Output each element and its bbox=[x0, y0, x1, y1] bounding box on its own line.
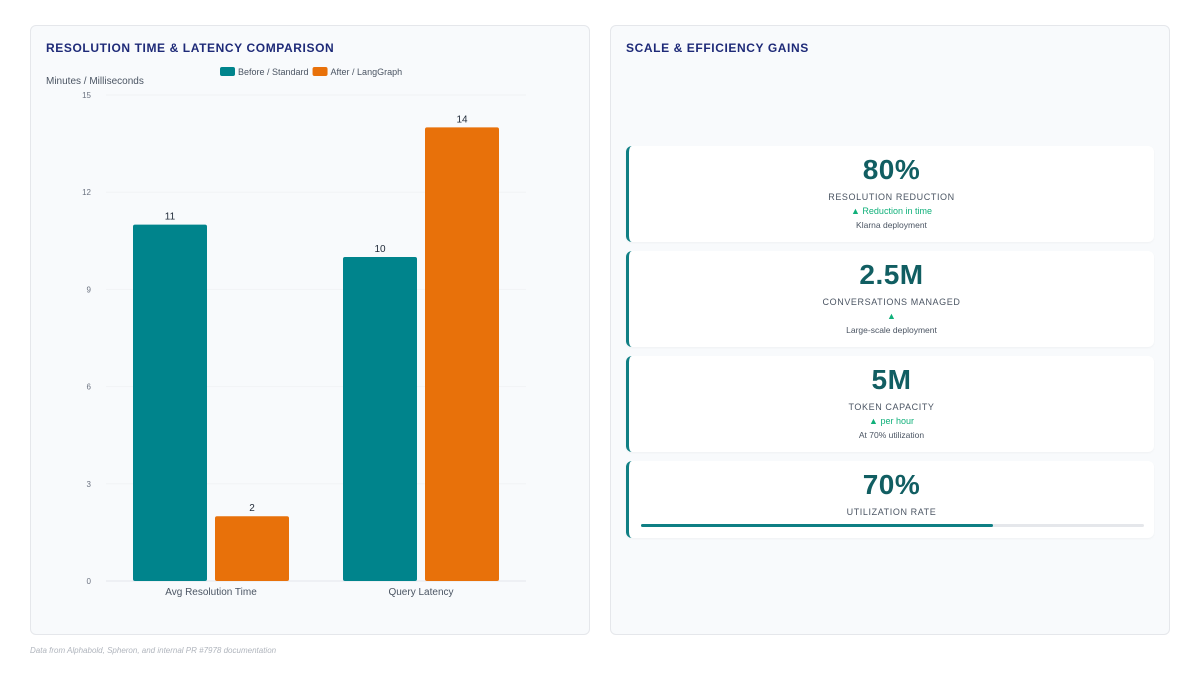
legend-swatch bbox=[312, 67, 328, 76]
y-tick-label: 9 bbox=[87, 285, 92, 294]
bar bbox=[343, 257, 417, 581]
footnote: Data from Alphabold, Spheron, and intern… bbox=[30, 646, 277, 655]
metric-value: 70% bbox=[862, 469, 921, 500]
bar-value-label: 10 bbox=[374, 244, 386, 255]
metric-value: 5M bbox=[871, 364, 912, 395]
bar bbox=[425, 127, 499, 582]
bar-value-label: 2 bbox=[249, 503, 255, 514]
metric-card-utilization: 70% UTILIZATION RATE bbox=[626, 461, 1154, 538]
chart-title: RESOLUTION TIME & LATENCY COMPARISON bbox=[46, 41, 335, 55]
legend-swatch bbox=[220, 67, 235, 76]
y-tick-label: 6 bbox=[87, 383, 92, 392]
legend-label: Before / Standard bbox=[238, 67, 309, 77]
bar bbox=[133, 224, 207, 581]
metric-sub: At 70% utilization bbox=[858, 430, 925, 440]
legend-label: After / LangGraph bbox=[331, 67, 403, 77]
bar-value-label: 14 bbox=[456, 114, 468, 125]
metric-label: CONVERSATIONS MANAGED bbox=[822, 297, 961, 307]
metric-label: RESOLUTION REDUCTION bbox=[828, 192, 955, 202]
metric-label: UTILIZATION RATE bbox=[846, 507, 937, 517]
x-tick-label: Avg Resolution Time bbox=[165, 587, 257, 598]
metric-label: TOKEN CAPACITY bbox=[848, 402, 935, 412]
metric-value: 80% bbox=[862, 154, 921, 185]
y-tick-label: 0 bbox=[87, 577, 92, 586]
metric-card-token-capacity: 5M TOKEN CAPACITY ▲ per hour At 70% util… bbox=[626, 356, 1154, 452]
x-tick-label: Query Latency bbox=[388, 587, 453, 598]
metrics-title: SCALE & EFFICIENCY GAINS bbox=[626, 41, 809, 55]
metric-sub: Large-scale deployment bbox=[846, 325, 937, 335]
y-tick-label: 12 bbox=[82, 188, 91, 197]
y-tick-label: 3 bbox=[87, 480, 92, 489]
bar bbox=[215, 516, 289, 581]
metric-card-conversations: 2.5M CONVERSATIONS MANAGED ▲ Large-scale… bbox=[626, 251, 1154, 347]
metric-value: 2.5M bbox=[859, 259, 924, 290]
metric-change: ▲ per hour bbox=[869, 416, 914, 426]
metric-change: ▲ Reduction in time bbox=[851, 206, 932, 216]
bar-value-label: 11 bbox=[165, 212, 176, 223]
bar-chart: Minutes / Milliseconds 0 3 6 9 12 15 Before / S… bbox=[46, 67, 526, 598]
metric-card-resolution-reduction: 80% RESOLUTION REDUCTION ▲ Reduction in … bbox=[626, 146, 1154, 242]
y-axis-label: Minutes / Milliseconds bbox=[46, 76, 144, 87]
metric-change: ▲ bbox=[887, 311, 896, 321]
y-tick-label: 15 bbox=[82, 91, 91, 100]
chart-panel: RESOLUTION TIME & LATENCY COMPARISON Min… bbox=[30, 25, 590, 635]
metric-sub: Klarna deployment bbox=[856, 220, 927, 230]
utilization-progress-fill bbox=[641, 524, 994, 527]
metrics-panel: SCALE & EFFICIENCY GAINS 80% RESOLUTION … bbox=[610, 25, 1170, 635]
utilization-progress-track bbox=[641, 524, 1144, 527]
